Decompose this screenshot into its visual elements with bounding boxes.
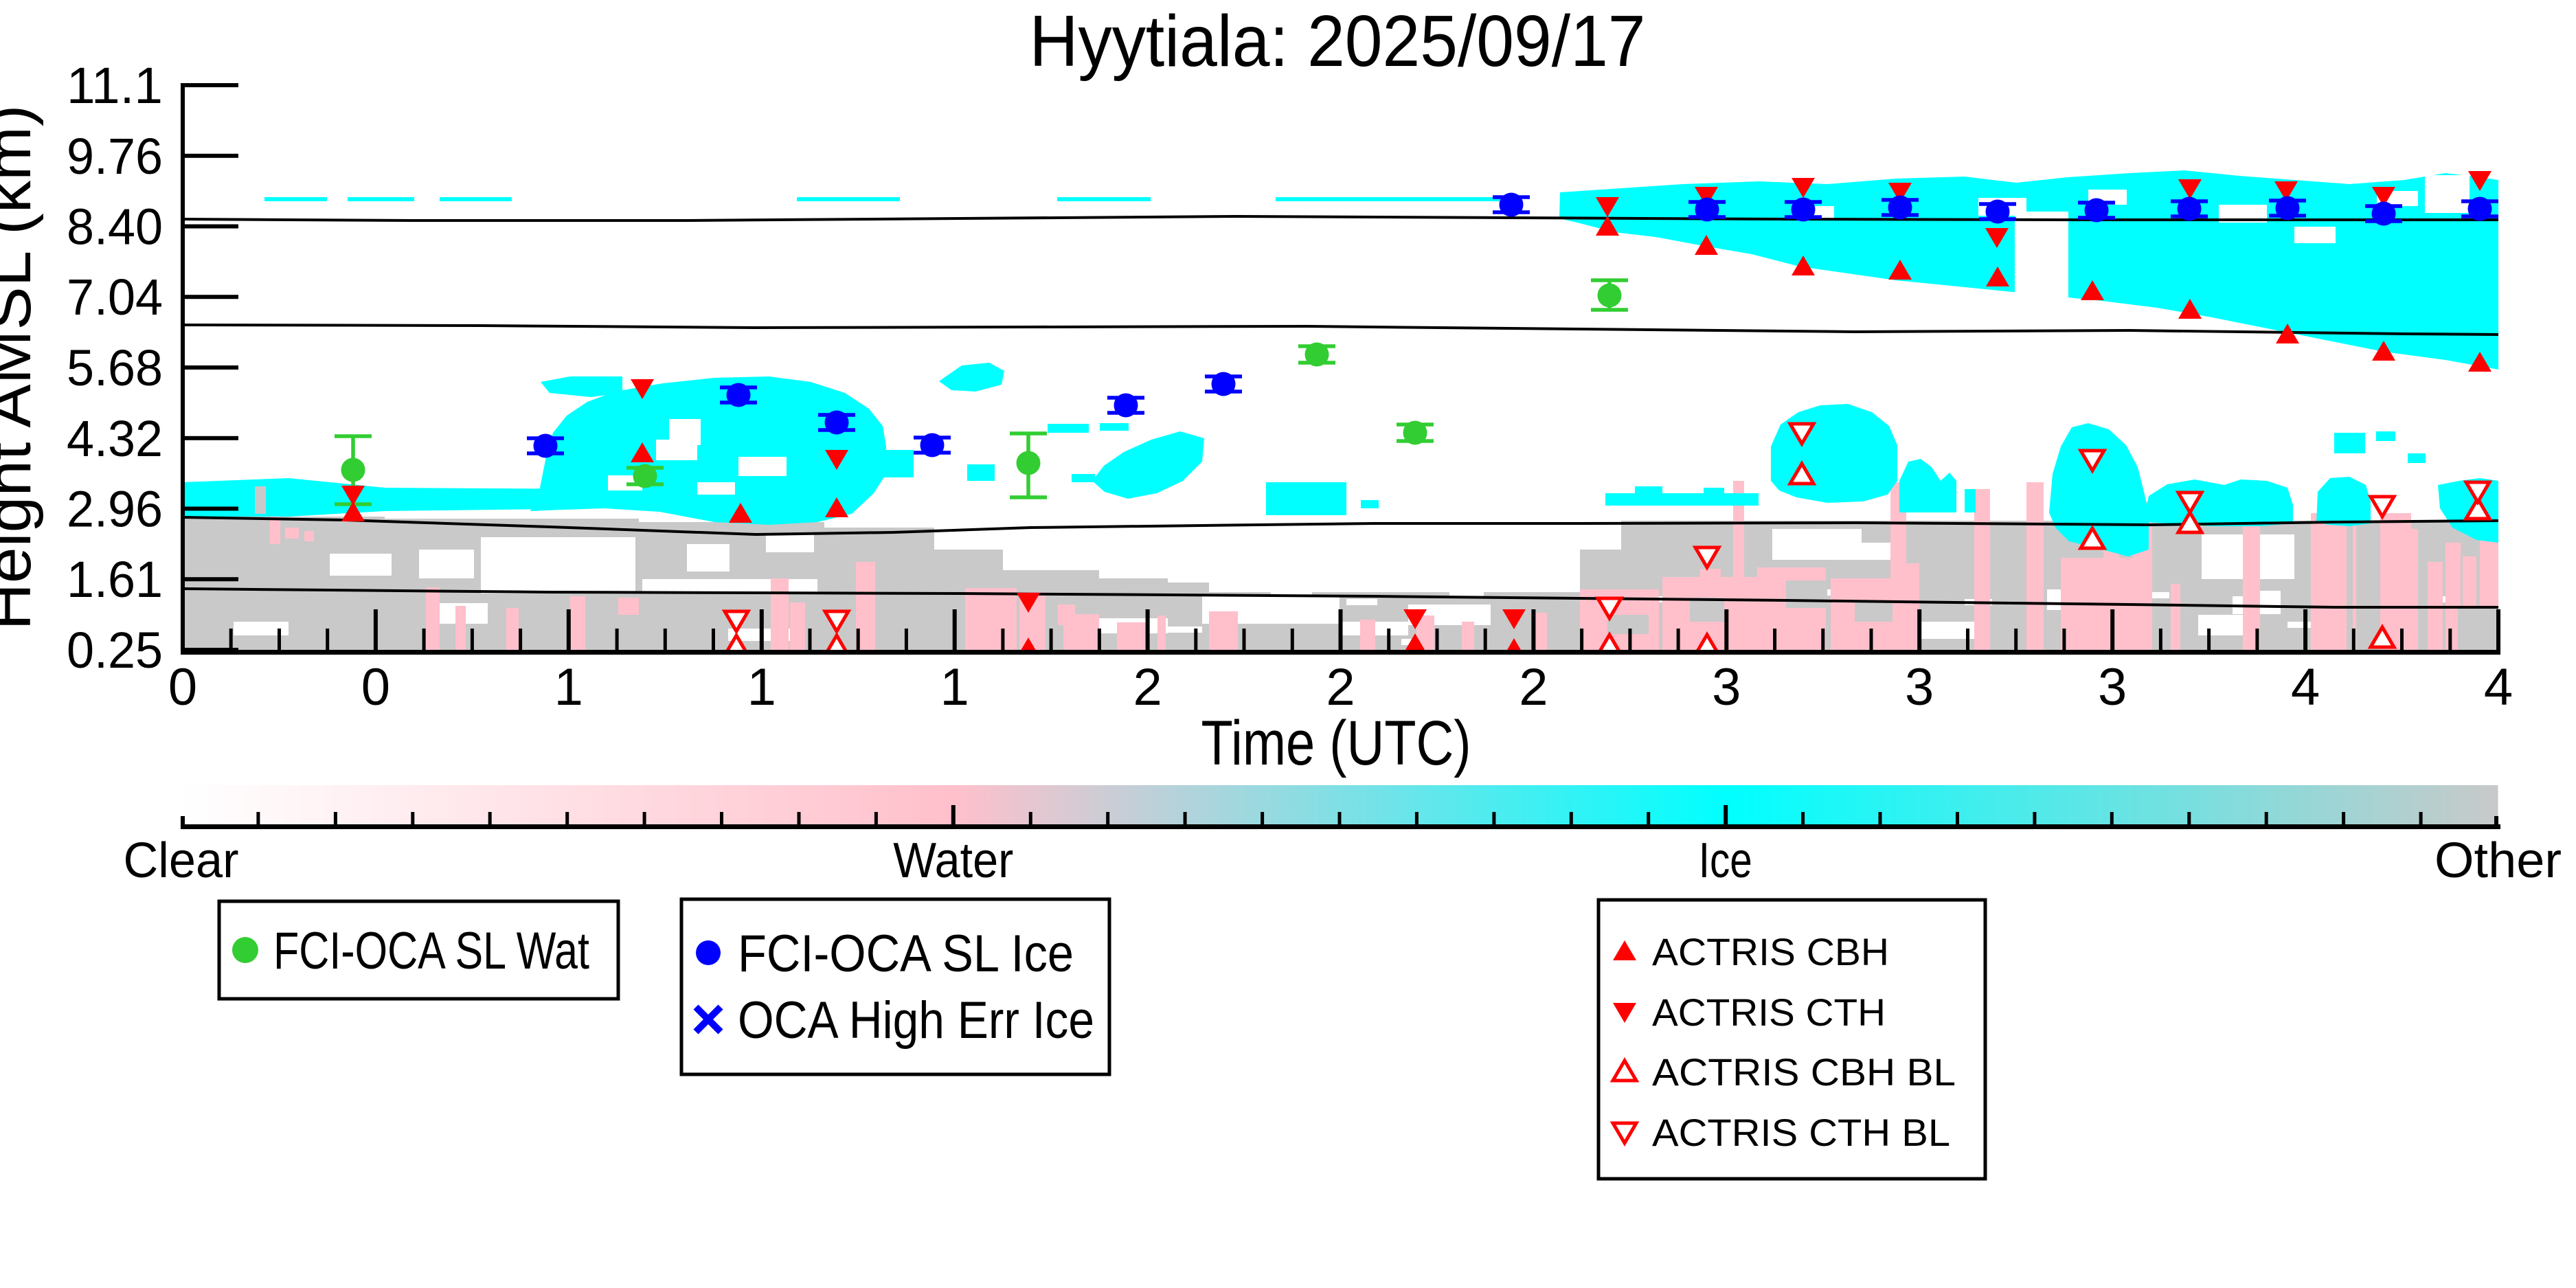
svg-text:0: 0	[361, 658, 390, 716]
svg-text:FCI-OCA SL Ice: FCI-OCA SL Ice	[738, 925, 1074, 983]
svg-text:0: 0	[168, 658, 197, 716]
svg-text:1: 1	[940, 658, 969, 716]
svg-text:Hyytiala: 2025/09/17: Hyytiala: 2025/09/17	[1030, 1, 1646, 82]
svg-text:5.68: 5.68	[67, 339, 163, 396]
svg-text:FCI-OCA SL Wat: FCI-OCA SL Wat	[273, 922, 589, 980]
svg-text:Ice: Ice	[1699, 833, 1752, 888]
svg-text:4: 4	[2484, 658, 2513, 716]
svg-text:2: 2	[1326, 658, 1355, 716]
svg-text:2: 2	[1133, 658, 1162, 716]
svg-text:ACTRIS CBH: ACTRIS CBH	[1652, 930, 1889, 973]
svg-text:Other: Other	[2434, 833, 2562, 888]
svg-text:ACTRIS CTH BL: ACTRIS CTH BL	[1652, 1111, 1950, 1154]
svg-text:4.32: 4.32	[67, 410, 163, 467]
svg-text:3: 3	[1712, 658, 1741, 716]
svg-text:ACTRIS CBH BL: ACTRIS CBH BL	[1652, 1050, 1956, 1094]
svg-text:Water: Water	[893, 833, 1013, 888]
svg-text:0.25: 0.25	[67, 622, 163, 679]
svg-text:3: 3	[2098, 658, 2127, 716]
svg-text:Clear: Clear	[124, 833, 239, 888]
svg-text:1.61: 1.61	[67, 551, 163, 608]
svg-text:9.76: 9.76	[67, 128, 163, 185]
svg-text:OCA High Err Ice: OCA High Err Ice	[738, 991, 1094, 1050]
svg-text:4: 4	[2291, 658, 2320, 716]
svg-text:1: 1	[747, 658, 776, 716]
svg-text:Height AMSL (km): Height AMSL (km)	[0, 105, 44, 631]
svg-text:11.1: 11.1	[67, 57, 163, 114]
svg-text:2.96: 2.96	[67, 481, 163, 538]
svg-text:3: 3	[1905, 658, 1934, 716]
svg-text:1: 1	[554, 658, 583, 716]
svg-text:Time (UTC): Time (UTC)	[1201, 708, 1471, 778]
svg-text:8.40: 8.40	[67, 199, 163, 256]
svg-text:7.04: 7.04	[67, 269, 163, 326]
svg-text:2: 2	[1519, 658, 1548, 716]
svg-text:ACTRIS CTH: ACTRIS CTH	[1652, 991, 1886, 1034]
